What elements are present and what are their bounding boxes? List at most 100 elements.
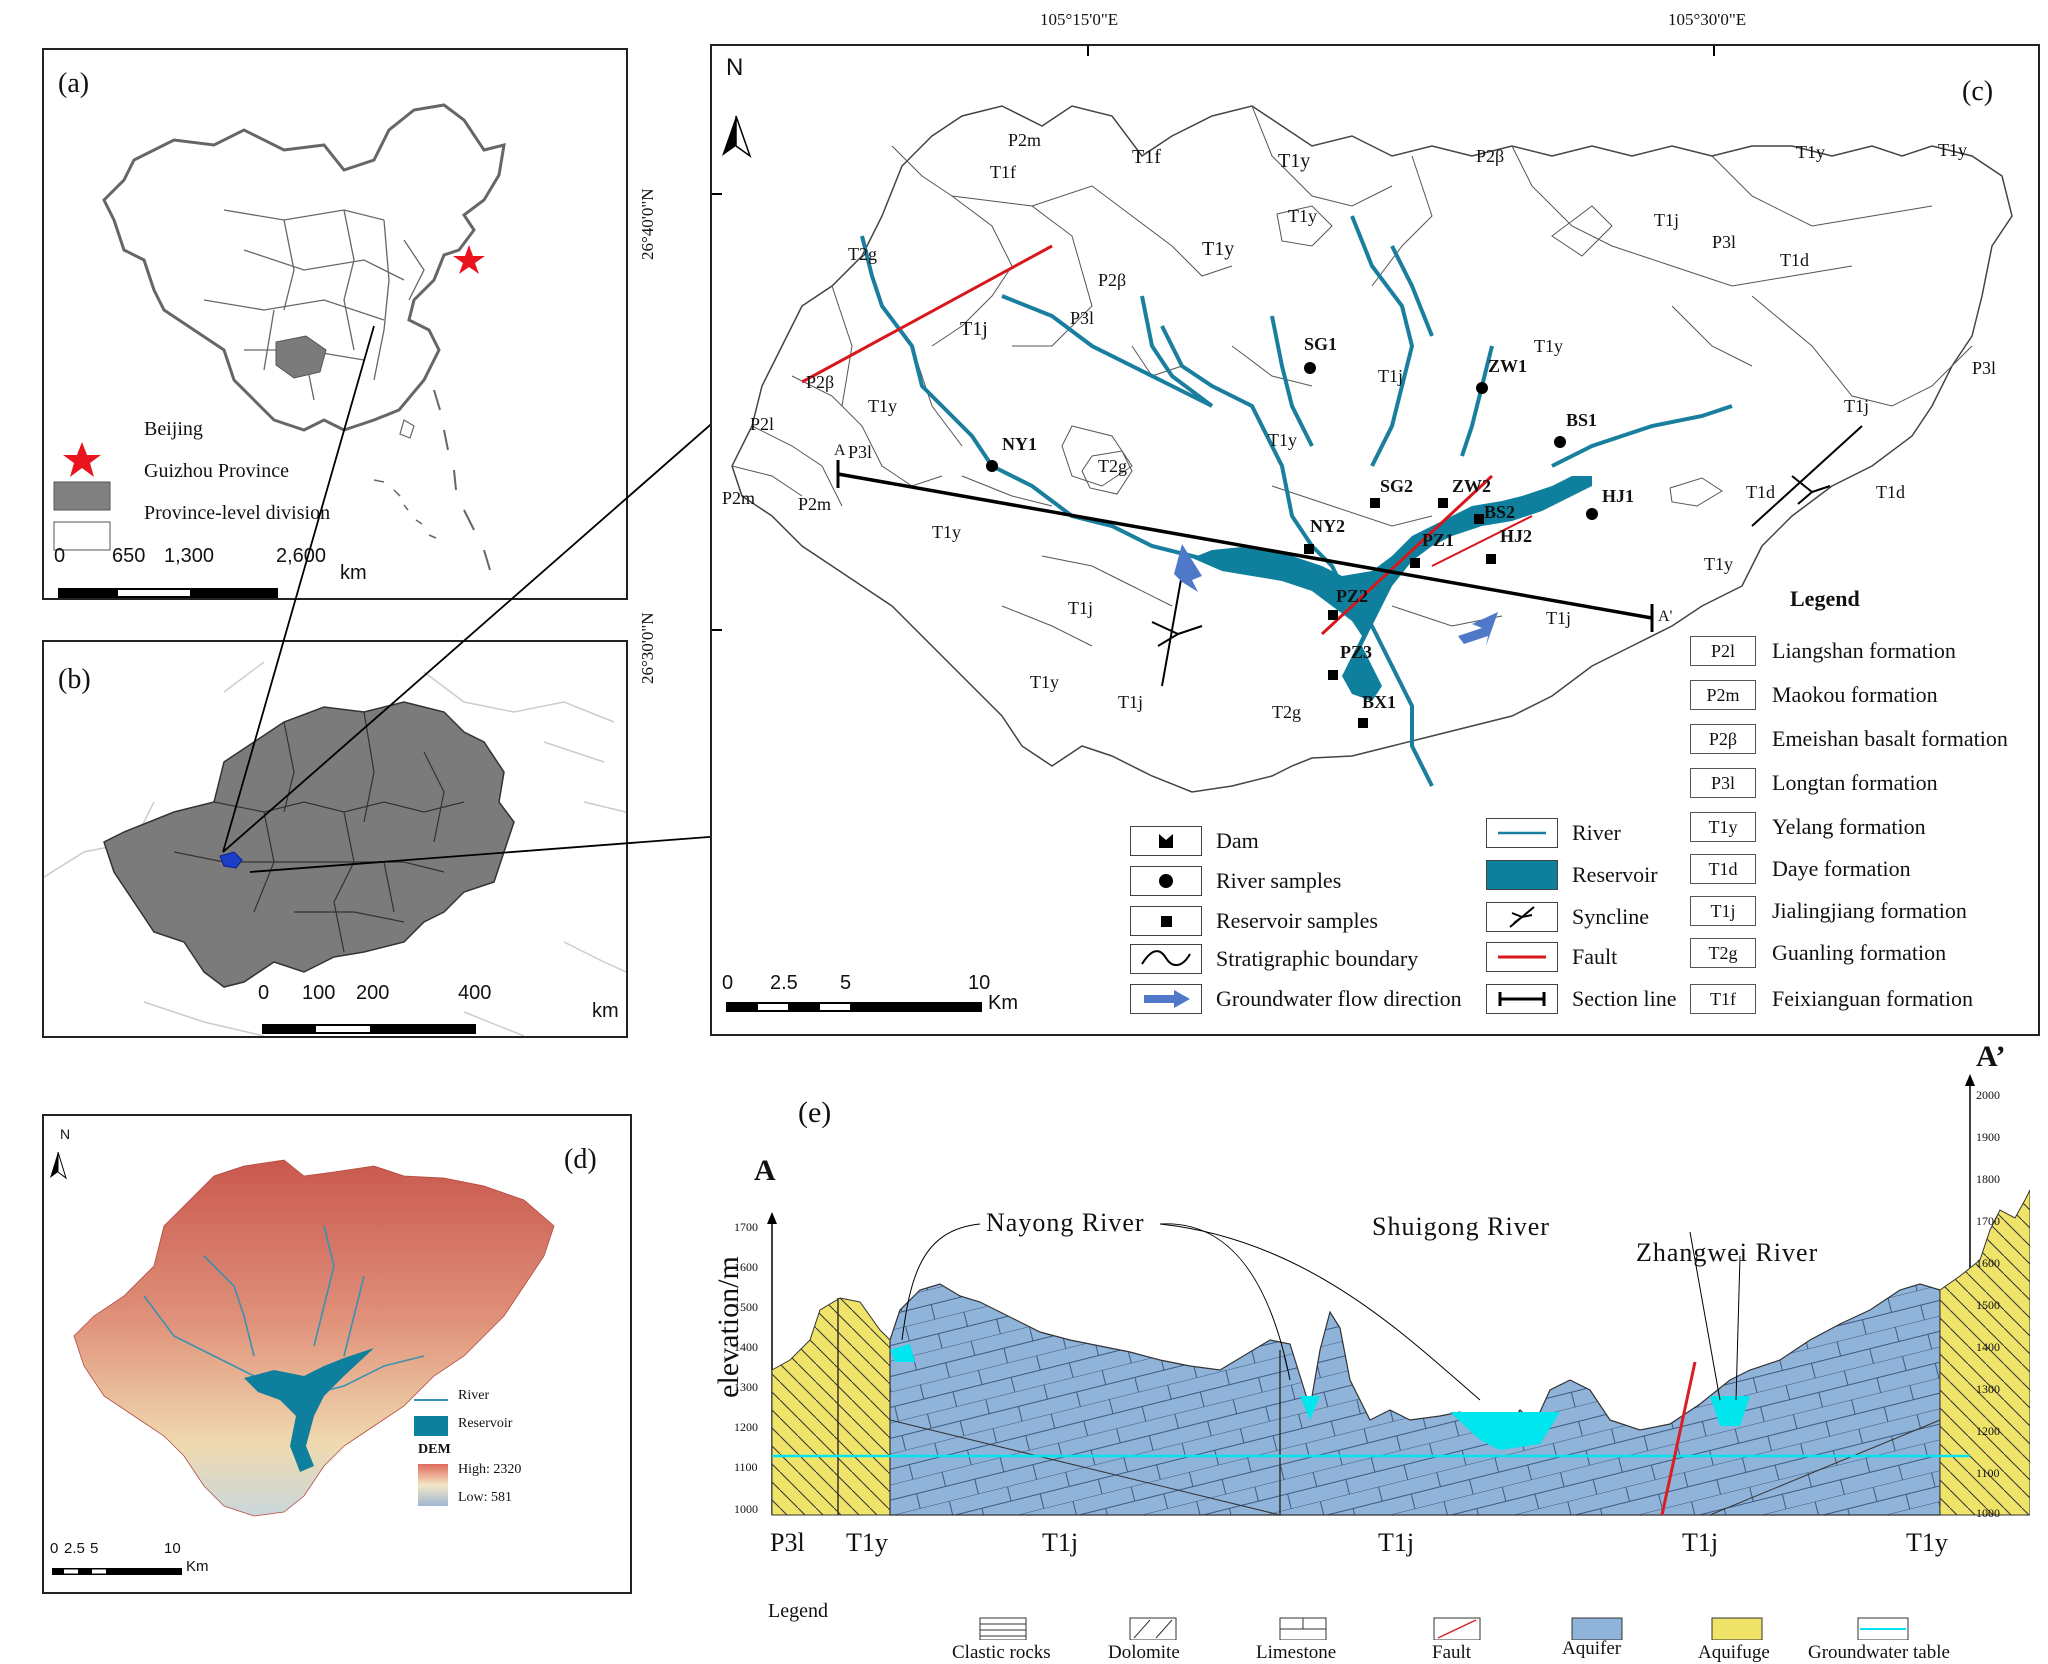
fm-label: T1y (1268, 430, 1297, 450)
unit-label: T1j (1378, 1528, 1415, 1557)
reservoir-polygon (1192, 476, 1592, 701)
fm-label: P3l (848, 442, 873, 462)
scale-d-unit: Km (186, 1558, 209, 1575)
syncline-icon (1509, 906, 1535, 928)
left-tick: 1300 (734, 1380, 758, 1394)
right-tick: 1500 (1976, 1298, 2000, 1312)
north-arrow-d-icon (50, 1152, 58, 1178)
dem-surface (73, 1159, 555, 1517)
section-label-a: A (834, 442, 846, 459)
scale-b-2: 200 (356, 982, 390, 1004)
fm-label: T2g (848, 244, 877, 264)
sample-label: NY1 (1002, 434, 1037, 454)
right-tick: 1900 (1976, 1130, 2000, 1144)
dem-legend-high: High: 2320 (458, 1462, 522, 1477)
section-label-a-prime: A' (1658, 608, 1673, 625)
dam-icon (1159, 834, 1173, 848)
fm-legend-row: T1j Jialingjiang formation (1690, 896, 1967, 926)
left-tick: 1400 (734, 1340, 758, 1354)
legend-e-item: Limestone (1256, 1642, 1337, 1663)
sample-label: BX1 (1362, 692, 1397, 712)
river-label-zhangwei: Zhangwei River (1636, 1238, 1819, 1267)
fm-label: T1j (1378, 366, 1403, 386)
unit-label: T1j (1042, 1528, 1079, 1557)
fm-legend-row: P2β Emeishan basalt formation (1690, 724, 2008, 754)
fm-legend-row: T1f Feixianguan formation (1690, 984, 1973, 1014)
cross-section-fault (1660, 1361, 1697, 1516)
legend-section-line: Section line (1486, 984, 1676, 1014)
scale-a-1: 650 (112, 545, 146, 567)
unit-label: T1j (1682, 1528, 1719, 1557)
river-label-nayong: Nayong River (986, 1208, 1145, 1237)
legend-star-icon (63, 442, 101, 477)
section-line-aa (837, 472, 1653, 620)
scale-a-unit: km (340, 562, 367, 584)
sample-label: PZ3 (1340, 642, 1373, 662)
sample-label: HJ1 (1602, 486, 1635, 506)
legend-fault: Fault (1486, 942, 1617, 972)
panel-b-label: (b) (58, 664, 91, 695)
sample-label: ZW2 (1452, 476, 1492, 496)
fm-legend-row: P3l Longtan formation (1690, 768, 1938, 798)
fm-label: T1j (1068, 598, 1093, 618)
fm-label: T1f (990, 162, 1016, 182)
panel-c-label: (c) (1962, 76, 1994, 107)
legend-beijing: Beijing (144, 418, 203, 440)
left-tick: 1000 (734, 1502, 758, 1516)
coord-lon-1: 105°15'0"E (1040, 10, 1119, 29)
unit-label: T1y (1906, 1528, 1948, 1557)
sample-label: PZ1 (1422, 530, 1455, 550)
sample-label: HJ2 (1500, 526, 1533, 546)
scale-c-unit: Km (988, 992, 1018, 1014)
scale-d-2: 5 (90, 1540, 99, 1557)
dem-legend-low: Low: 581 (458, 1490, 513, 1505)
groundwater-arrow-2 (1458, 612, 1498, 646)
legend-syncline: Syncline (1486, 902, 1649, 932)
legend-dam: Dam (1130, 826, 1259, 856)
scale-b-3: 400 (458, 982, 492, 1004)
scale-b-unit: km (592, 1000, 619, 1022)
legend-e-item: Fault (1432, 1642, 1472, 1663)
fm-legend-row: T1y Yelang formation (1690, 812, 1926, 842)
guizhou-province-map (44, 661, 626, 1036)
cross-section-canvas (767, 1074, 2030, 1640)
dem-legend-reservoir: Reservoir (458, 1416, 513, 1431)
legend-reservoir: Reservoir (1486, 860, 1658, 890)
panel-a-label: (a) (58, 68, 90, 99)
fm-label: P2m (798, 494, 832, 514)
dem-map-canvas (50, 1151, 555, 1575)
right-tick: 1800 (1976, 1172, 2000, 1186)
fault-line-1 (801, 244, 1053, 384)
scale-c-1: 2.5 (770, 972, 798, 994)
scale-d-0: 0 (50, 1540, 59, 1557)
fm-label: T1y (1938, 140, 1967, 160)
panel-b-guizhou-map: (b) 0 100 200 400 km (42, 640, 628, 1038)
groundwater-arrow-1 (1174, 544, 1202, 592)
fm-legend-row: P2m Maokou formation (1690, 680, 1938, 710)
square-icon (1161, 916, 1172, 927)
legend-boundary: Stratigraphic boundary (1130, 944, 1418, 974)
end-label-a: A (754, 1154, 776, 1187)
fm-label: T1y (1796, 142, 1825, 162)
end-label-a-prime: A’ (1976, 1040, 2006, 1073)
fm-label: T1y (868, 396, 897, 416)
fm-legend-row: T1d Daye formation (1690, 854, 1911, 884)
right-tick: 1200 (1976, 1424, 2000, 1438)
left-tick: 1700 (734, 1220, 758, 1234)
sample-label: BS2 (1484, 502, 1516, 522)
legend-reservoir-samples: Reservoir samples (1130, 906, 1378, 936)
left-tick: 1100 (734, 1460, 758, 1474)
china-outline-map (53, 103, 506, 598)
fault-line-icon (1498, 955, 1546, 959)
legend-river-samples: River samples (1130, 866, 1341, 896)
fm-label: T1y (1030, 672, 1059, 692)
scale-c-3: 10 (968, 972, 991, 994)
right-tick: 1700 (1976, 1214, 2000, 1228)
legend-e-item: Dolomite (1108, 1642, 1180, 1663)
fm-label: P2l (750, 414, 775, 434)
north-label-c: N (726, 54, 744, 81)
sample-label: PZ2 (1336, 586, 1369, 606)
river-label-shuigong: Shuigong River (1372, 1212, 1550, 1241)
fm-label: P3l (1712, 232, 1737, 252)
panel-d-label: (d) (564, 1144, 597, 1175)
